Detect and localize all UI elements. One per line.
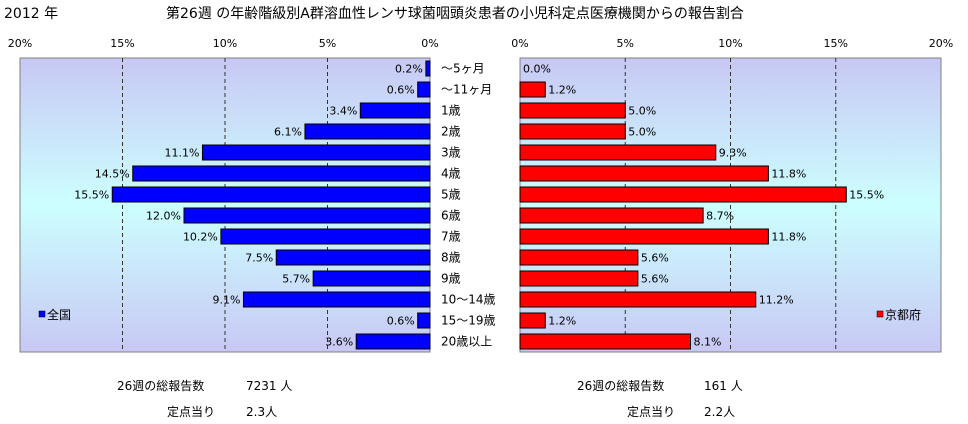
right-bar [519, 291, 757, 308]
right-total-value: 161 人 [704, 379, 743, 393]
right-bar [519, 270, 639, 287]
left-bar [111, 186, 431, 203]
category-label: 4歳 [441, 167, 461, 181]
left-bar [304, 123, 431, 140]
left-per-value: 2.3人 [246, 405, 278, 419]
category-label: 5歳 [441, 188, 461, 202]
left-per-label: 定点当り [167, 405, 216, 419]
right-data-label: 5.0% [628, 126, 656, 139]
right-tick-label: 0% [511, 37, 528, 50]
category-label: 3歳 [441, 146, 461, 160]
right-bar [519, 333, 692, 350]
left-data-label: 10.2% [183, 231, 218, 244]
left-bar [359, 102, 431, 119]
left-data-label: 6.1% [274, 126, 302, 139]
left-tick-label: 15% [110, 37, 134, 50]
right-tick-label: 10% [718, 37, 742, 50]
right-data-label: 9.3% [719, 147, 747, 160]
category-label: 15～19歳 [441, 314, 496, 328]
right-legend-swatch [876, 310, 884, 318]
right-data-label: 5.0% [628, 105, 656, 118]
right-data-label: 8.1% [694, 336, 722, 349]
left-total-value: 7231 人 [246, 379, 293, 393]
right-tick-label: 5% [617, 37, 634, 50]
right-bar [519, 123, 626, 140]
category-label: 1歳 [441, 104, 461, 118]
right-chart-kyoto: 0% 5% 10% 15% 20% 0.0% 1.2% 5.0% 5.0% 9.3% 11.8% 15… [511, 37, 953, 353]
left-bar [355, 333, 431, 350]
right-bar [519, 249, 639, 266]
left-bar [183, 207, 431, 224]
right-bar [519, 144, 717, 161]
chart-title: 第26週 の年齢階級別A群溶血性レンサ球菌咽頭炎患者の小児科定点医療機関からの報… [166, 6, 744, 22]
right-data-label: 0.0% [523, 63, 551, 76]
left-data-label: 15.5% [74, 189, 109, 202]
left-bar [417, 312, 431, 329]
category-label: 10～14歳 [441, 293, 496, 307]
left-data-label: 3.4% [329, 105, 357, 118]
category-label: ～11ヶ月 [441, 83, 492, 97]
left-data-label: 3.6% [325, 336, 353, 349]
left-total-label: 26週の総報告数 [117, 379, 205, 393]
left-bar [425, 60, 431, 77]
left-bar [417, 81, 431, 98]
right-bar [519, 228, 769, 245]
left-data-label: 7.5% [245, 252, 273, 265]
left-bar [201, 144, 431, 161]
category-labels: ～5ヶ月 ～11ヶ月 1歳 2歳 3歳 4歳 5歳 6歳 7歳 8歳 9歳 10～14歳 15～19歳 2… [441, 62, 496, 349]
left-bar [275, 249, 431, 266]
left-data-label: 14.5% [95, 168, 130, 181]
left-bar [312, 270, 431, 287]
right-data-label: 8.7% [706, 210, 734, 223]
category-label: 2歳 [441, 125, 461, 139]
left-chart-national: 0% 5% 10% 15% 20% 0.2% 0.6% 3.4% 6.1% 11.1% 14.5% 1… [8, 37, 439, 353]
category-label: 6歳 [441, 209, 461, 223]
category-label: ～5ヶ月 [441, 62, 485, 76]
left-tick-label: 0% [421, 37, 438, 50]
left-tick-label: 5% [319, 37, 336, 50]
left-data-label: 9.1% [212, 294, 240, 307]
right-per-label: 定点当り [627, 405, 676, 419]
category-label: 9歳 [441, 272, 461, 286]
left-data-label: 5.7% [282, 273, 310, 286]
right-data-label: 1.2% [548, 315, 576, 328]
right-bar [519, 81, 546, 98]
right-tick-label: 15% [824, 37, 848, 50]
left-legend-swatch [38, 310, 46, 318]
left-tick-label: 20% [8, 37, 32, 50]
right-data-label: 1.2% [548, 84, 576, 97]
right-data-label: 5.6% [641, 273, 669, 286]
left-legend-label: 全国 [47, 307, 71, 322]
right-legend-label: 京都府 [885, 307, 921, 322]
left-bar [220, 228, 431, 245]
right-bar [519, 102, 626, 119]
right-tick-label: 20% [929, 37, 953, 50]
left-data-label: 12.0% [146, 210, 181, 223]
category-label: 7歳 [441, 230, 461, 244]
right-bar [519, 312, 546, 329]
chart-year: 2012 年 [4, 6, 59, 22]
right-data-label: 11.2% [759, 294, 794, 307]
left-tick-label: 10% [213, 37, 237, 50]
right-bar [519, 186, 847, 203]
right-per-value: 2.2人 [704, 405, 736, 419]
category-label: 20歳以上 [441, 335, 492, 349]
right-data-label: 11.8% [771, 168, 806, 181]
right-bar [519, 165, 769, 182]
right-total-label: 26週の総報告数 [577, 379, 665, 393]
left-data-label: 0.6% [387, 315, 415, 328]
right-data-label: 5.6% [641, 252, 669, 265]
right-bar [519, 207, 704, 224]
right-data-label: 15.5% [849, 189, 884, 202]
right-data-label: 11.8% [771, 231, 806, 244]
left-bar [132, 165, 431, 182]
left-data-label: 0.2% [395, 63, 423, 76]
category-label: 8歳 [441, 251, 461, 265]
left-bar [242, 291, 431, 308]
left-data-label: 0.6% [387, 84, 415, 97]
left-data-label: 11.1% [164, 147, 199, 160]
